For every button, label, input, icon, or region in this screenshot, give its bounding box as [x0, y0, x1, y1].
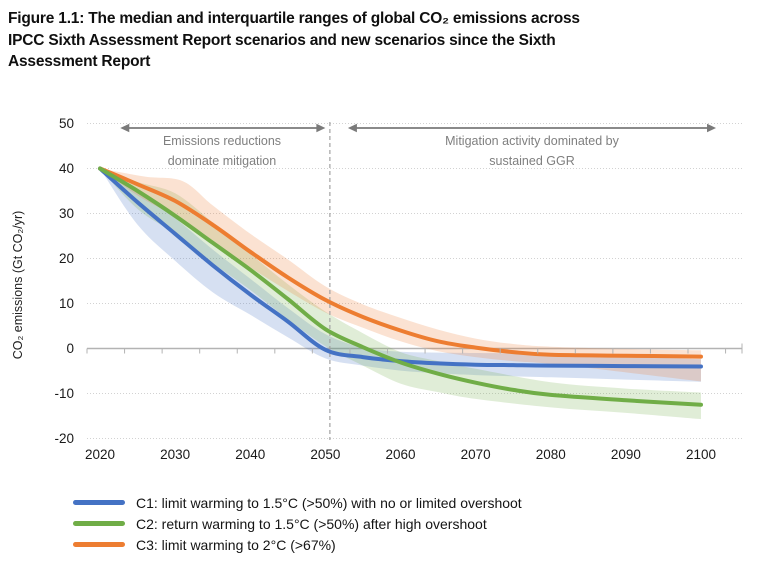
band-C1: [100, 168, 701, 382]
annotation-emissions-reductions: Emissions reductions dominate mitigation: [112, 131, 332, 171]
arrowhead-left-icon: [120, 123, 130, 133]
x-tick-label: 2040: [235, 447, 265, 462]
c2-line-swatch: [73, 521, 125, 526]
x-tick-label: 2030: [160, 447, 190, 462]
legend-item-c1: C1: limit warming to 1.5°C (>50%) with n…: [73, 492, 522, 513]
y-tick-label: -20: [54, 431, 74, 446]
annotation-line: dominate mitigation: [167, 154, 277, 168]
band-C3: [100, 168, 701, 382]
x-tick-label: 2090: [611, 447, 641, 462]
annotation-line: Mitigation activity dominated by: [445, 134, 619, 148]
legend-label-c2: C2: return warming to 1.5°C (>50%) after…: [136, 515, 487, 532]
annotation-sustained-ggr: Mitigation activity dominated by sustain…: [372, 131, 692, 171]
median-line-C2: [98, 166, 703, 407]
median-line-C3: [98, 166, 703, 359]
x-tick-label: 2050: [310, 447, 340, 462]
annotation-line: Emissions reductions: [162, 134, 282, 148]
emissions-chart: CO₂ emissions (Gt CO₂/yr) 50 40 30 20 10 0 -10…: [0, 100, 769, 480]
x-tick-label: 2060: [385, 447, 415, 462]
x-tick-label: 2100: [686, 447, 716, 462]
figure-title-line-2: IPCC Sixth Assessment Report scenarios a…: [8, 31, 556, 49]
median-line-C1: [98, 166, 703, 369]
y-tick-label: 20: [59, 251, 74, 266]
figure-title-line-1: Figure 1.1: The median and interquartile…: [8, 10, 580, 27]
annotation-line: sustained GGR: [489, 154, 575, 168]
figure-title-line-3: Assessment Report: [8, 53, 151, 70]
y-axis-title: CO₂ emissions (Gt CO₂/yr): [11, 211, 25, 360]
figure-title: Figure 1.1: The median and interquartile…: [8, 8, 763, 73]
legend-item-c2: C2: return warming to 1.5°C (>50%) after…: [73, 513, 522, 534]
legend-label-c3: C3: limit warming to 2°C (>67%): [136, 536, 336, 553]
c3-line-swatch: [73, 542, 125, 547]
arrowhead-right-icon: [316, 123, 326, 133]
x-tick-label: 2070: [461, 447, 491, 462]
legend-item-c3: C3: limit warming to 2°C (>67%): [73, 534, 522, 555]
c1-line-swatch: [73, 500, 125, 505]
y-tick-label: 10: [59, 296, 74, 311]
arrowhead-right-icon: [707, 123, 717, 133]
y-tick-label: 50: [59, 116, 74, 131]
y-tick-label: 30: [59, 206, 74, 221]
chart-legend: C1: limit warming to 1.5°C (>50%) with n…: [73, 492, 522, 555]
y-tick-label: 0: [66, 341, 74, 356]
x-tick-label: 2020: [85, 447, 115, 462]
emissions-chart-canvas: CO₂ emissions (Gt CO₂/yr) 50 40 30 20 10 0 -10…: [11, 116, 743, 462]
y-tick-label: 40: [59, 161, 74, 176]
y-tick-label: -10: [54, 386, 74, 401]
arrowhead-left-icon: [347, 123, 357, 133]
x-tick-label: 2080: [536, 447, 566, 462]
legend-label-c1: C1: limit warming to 1.5°C (>50%) with n…: [136, 494, 522, 511]
